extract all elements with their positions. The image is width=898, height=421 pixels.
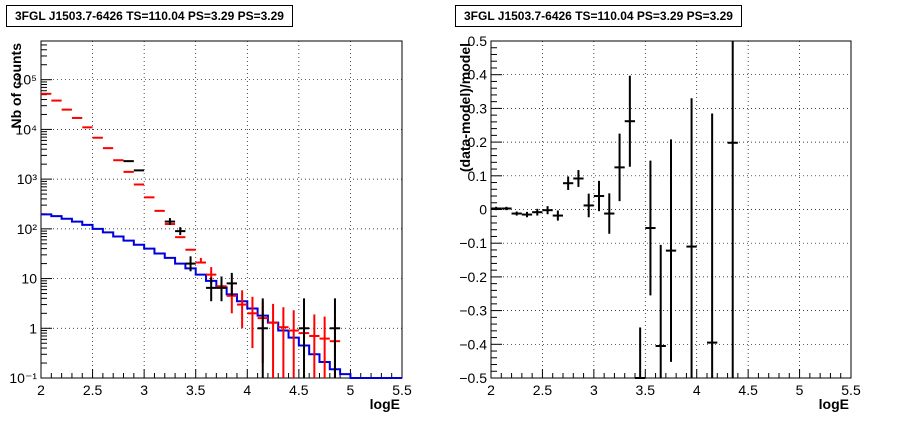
x-tick-label: 4.5	[738, 382, 758, 398]
y-axis-title: Nb of counts	[8, 43, 24, 129]
y-tick-label: 10²	[17, 221, 38, 237]
y-tick-label: 10	[21, 271, 37, 287]
y-tick-label: 0.2	[468, 134, 488, 150]
x-tick-label: 5.5	[841, 382, 861, 398]
x-tick-label: 2.5	[83, 382, 103, 398]
x-axis-title: logE	[370, 396, 400, 412]
y-tick-label: 10⁵	[16, 72, 37, 88]
x-tick-label: 5	[347, 382, 355, 398]
x-tick-label: 2.5	[533, 382, 553, 398]
y-tick-label: −0.2	[459, 269, 487, 285]
y-tick-label: 10⁴	[15, 121, 37, 137]
plot-frame	[40, 40, 403, 379]
y-tick-label: −0.1	[459, 235, 487, 251]
left-chart-title: 3FGL J1503.7-6426 TS=110.04 PS=3.29 PS=3…	[6, 5, 293, 27]
y-tick-label: 0.3	[468, 100, 488, 116]
y-tick-label: −0.5	[459, 370, 487, 386]
right-panel: 2 2.5 3 3.5 4 4.5 5 5.5 logE −0.5 −0.4 −0.3 −0.2 −0.1…	[449, 0, 898, 421]
x-tick-label: 5.5	[392, 382, 412, 398]
left-panel: 2 2.5 3 3.5 4 4.5 5 5.5 logE 10⁻¹ 1 10 10² 10³ 10⁴ 10⁵ N…	[6, 5, 412, 412]
x-tick-label: 4	[693, 382, 701, 398]
x-tick-label: 3	[140, 382, 148, 398]
y-axis-title: (data-model)/model	[457, 43, 473, 172]
x-tick-label: 4	[243, 382, 251, 398]
x-tick-label: 2	[37, 382, 45, 398]
y-tick-label: −0.3	[459, 303, 487, 319]
x-tick-label: 3.5	[186, 382, 206, 398]
y-tick-label: 0.5	[468, 33, 488, 49]
y-tick-label: 0.4	[468, 67, 488, 83]
x-tick-label: 4.5	[289, 382, 309, 398]
x-tick-label: 3	[590, 382, 598, 398]
y-tick-label: 0.1	[468, 168, 488, 184]
y-tick-label: 10³	[17, 171, 38, 187]
right-chart-title: 3FGL J1503.7-6426 TS=110.04 PS=3.29 PS=3…	[455, 5, 742, 27]
y-tick-label: 1	[29, 320, 37, 336]
x-tick-label: 2	[487, 382, 495, 398]
x-tick-label: 5	[796, 382, 804, 398]
x-axis-title: logE	[819, 396, 849, 412]
y-tick-label: 0	[479, 202, 487, 218]
y-tick-label: −0.4	[459, 336, 487, 352]
x-tick-label: 3.5	[636, 382, 656, 398]
y-tick-label: 10⁻¹	[9, 370, 37, 386]
